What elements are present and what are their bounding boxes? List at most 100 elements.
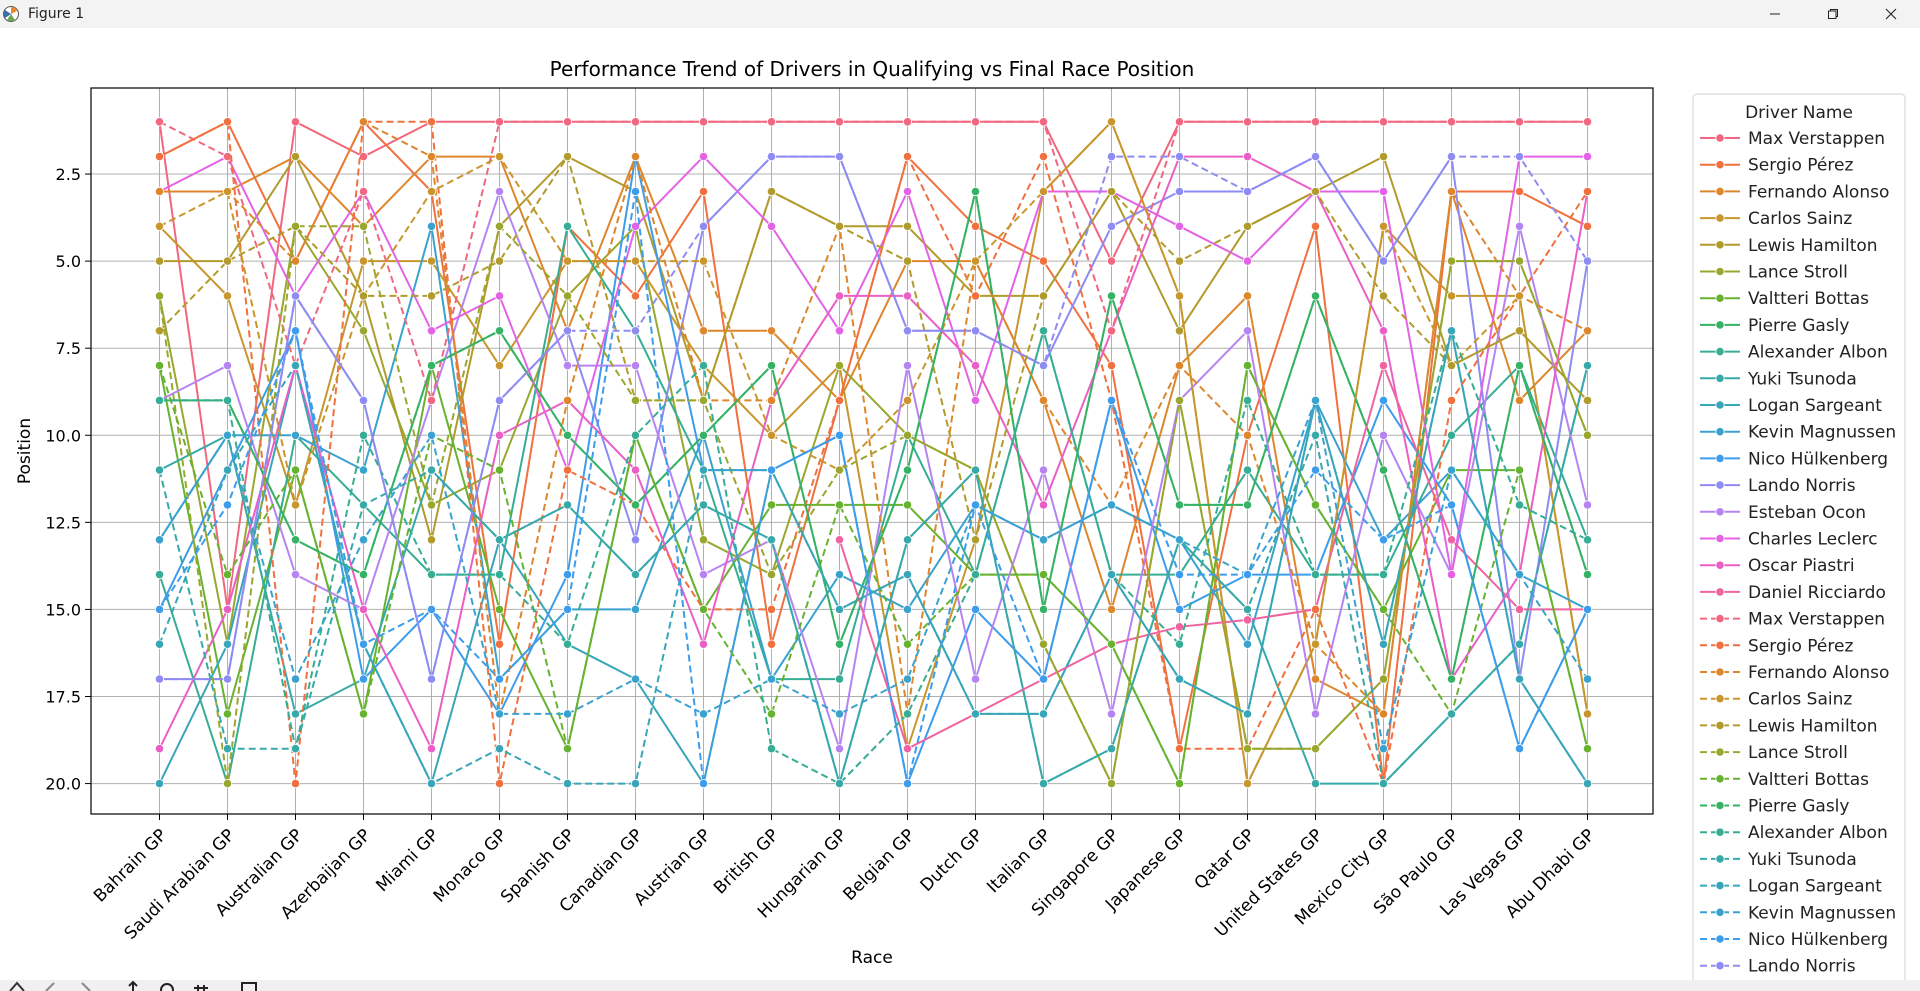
data-point <box>426 500 437 510</box>
data-point <box>1106 221 1117 231</box>
data-point <box>1038 256 1049 266</box>
legend-marker <box>1715 240 1725 250</box>
legend-label: Alexander Albon <box>1748 823 1888 843</box>
data-point <box>1038 152 1049 162</box>
legend-marker <box>1715 961 1725 971</box>
data-point <box>1310 674 1321 684</box>
data-point <box>358 326 369 336</box>
minimize-button[interactable] <box>1746 0 1804 28</box>
legend-item: Lance Stroll <box>1700 743 1848 763</box>
legend: Driver Name Max Verstappen Sergio Pérez Fe… <box>1692 93 1906 985</box>
legend-label: Esteban Ocon <box>1748 503 1866 523</box>
data-point <box>970 395 981 405</box>
data-point <box>1582 569 1593 580</box>
data-point <box>630 604 641 615</box>
forward-icon[interactable] <box>74 980 96 991</box>
data-point <box>1174 186 1185 197</box>
y-tick-label: 7.5 <box>56 339 81 358</box>
data-point <box>902 152 913 162</box>
pan-icon[interactable] <box>122 980 144 991</box>
data-point <box>1242 360 1253 371</box>
data-point <box>970 221 981 231</box>
legend-title: Driver Name <box>1745 103 1853 123</box>
series-line <box>158 330 1589 785</box>
legend-marker <box>1715 934 1725 944</box>
data-point <box>1106 326 1117 336</box>
y-tick-label: 15.0 <box>45 600 81 619</box>
legend-item: Fernando Alonso <box>1700 663 1889 683</box>
data-point <box>1378 291 1389 301</box>
legend-marker <box>1715 507 1725 517</box>
data-point <box>290 465 301 475</box>
legend-label: Alexander Albon <box>1748 343 1888 363</box>
data-point <box>1310 465 1321 475</box>
legend-label: Valtteri Bottas <box>1748 770 1869 790</box>
legend-label: Lando Norris <box>1748 957 1856 977</box>
data-point <box>358 152 369 162</box>
data-point <box>494 221 505 231</box>
legend-label: Oscar Piastri <box>1748 556 1855 576</box>
data-point <box>834 326 845 336</box>
data-point <box>1446 709 1457 719</box>
data-point <box>1514 744 1525 754</box>
legend-item: Lando Norris <box>1700 957 1856 977</box>
legend-marker <box>1715 720 1725 731</box>
data-point <box>1446 326 1457 336</box>
data-point <box>1106 360 1117 371</box>
data-point <box>290 744 301 754</box>
legend-marker <box>1715 827 1725 837</box>
legend-item: Valtteri Bottas <box>1700 289 1869 309</box>
data-point <box>1514 152 1525 162</box>
x-tick-label: Miami GP <box>372 825 443 896</box>
data-point <box>902 569 913 580</box>
data-point <box>290 152 301 162</box>
data-point <box>1174 569 1185 580</box>
data-point <box>494 744 505 754</box>
data-point <box>1514 569 1525 580</box>
data-point <box>358 674 369 684</box>
data-point <box>766 639 777 649</box>
data-point <box>630 395 641 405</box>
data-point <box>290 430 301 440</box>
data-point <box>1378 221 1389 231</box>
data-point <box>426 674 437 684</box>
data-point <box>562 326 573 336</box>
data-point <box>222 709 233 719</box>
legend-label: Yuki Tsunoda <box>1747 850 1857 870</box>
x-tick-label: British GP <box>710 825 783 898</box>
data-point <box>766 709 777 719</box>
x-tick-label: Belgian GP <box>840 825 919 904</box>
legend-item: Max Verstappen <box>1700 129 1885 149</box>
data-point <box>834 604 845 615</box>
data-point <box>698 256 709 266</box>
home-icon[interactable] <box>6 980 28 991</box>
data-point <box>222 778 233 789</box>
legend-marker <box>1715 213 1725 223</box>
legend-label: Lance Stroll <box>1748 743 1848 763</box>
line-chart: 2.5 5.0 7.5 10.0 12.5 15.0 17.5 20.0 Bahrain GP… <box>15 57 1906 985</box>
data-point <box>1514 186 1525 197</box>
data-point <box>222 430 233 440</box>
data-point <box>358 535 369 545</box>
legend-item: Lewis Hamilton <box>1700 236 1878 256</box>
data-point <box>970 709 981 719</box>
data-point <box>698 500 709 510</box>
configure-subplots-icon[interactable] <box>190 980 212 991</box>
series-line <box>159 327 1588 785</box>
back-icon[interactable] <box>40 980 62 991</box>
restore-button[interactable] <box>1804 0 1862 28</box>
save-icon[interactable] <box>238 980 260 991</box>
zoom-icon[interactable] <box>156 980 178 991</box>
data-point <box>1514 604 1525 615</box>
data-point <box>902 674 913 684</box>
data-point <box>1242 117 1253 127</box>
legend-marker <box>1715 667 1725 677</box>
data-point <box>1446 535 1457 545</box>
series-line <box>159 120 1589 788</box>
data-point <box>426 465 437 475</box>
data-point <box>1242 709 1253 719</box>
close-button[interactable] <box>1862 0 1920 28</box>
legend-marker <box>1715 774 1725 784</box>
legend-item: Pierre Gasly <box>1700 316 1849 336</box>
data-point <box>902 465 913 475</box>
